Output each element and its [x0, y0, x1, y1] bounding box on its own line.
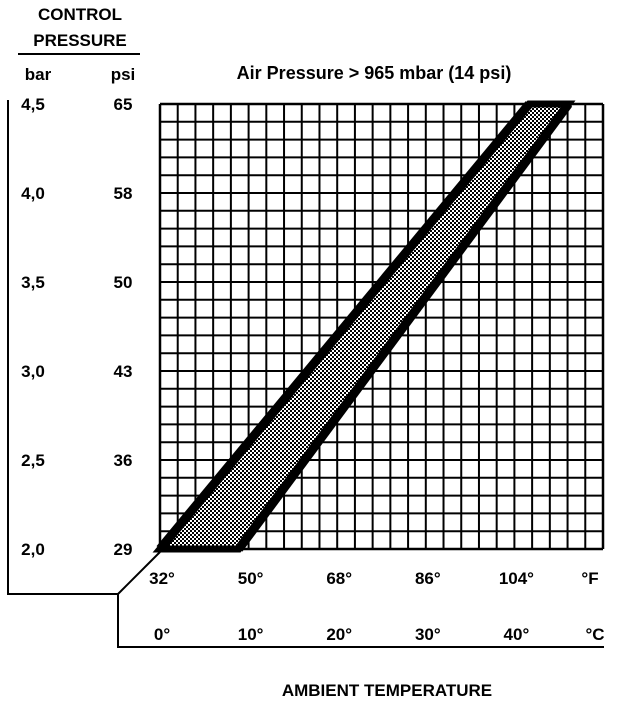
y-ticks: 2,0 29 2,5 36 3,0 43 3,5 50 4,0 58 4,5 65 [21, 95, 132, 559]
x-tick-f: 86° [415, 569, 441, 588]
y-tick-bar: 2,5 [21, 451, 45, 470]
x-tick-c: 40° [504, 625, 530, 644]
y-unit-psi: psi [111, 65, 136, 84]
y-tick-bar: 2,0 [21, 540, 45, 559]
chart-title: Air Pressure > 965 mbar (14 psi) [237, 63, 512, 83]
axis-diagonal [117, 551, 161, 595]
x-tick-f: 104° [499, 569, 534, 588]
band-upper-edge [235, 101, 573, 552]
y-tick-psi: 65 [114, 95, 133, 114]
x-ticks: 32° 50° 68° 86° 104° 0° 10° 20° 30° 40° [149, 569, 534, 644]
x-tick-c: 30° [415, 625, 441, 644]
celsius-frame [117, 594, 604, 648]
axis-frame [7, 100, 118, 595]
y-tick-psi: 36 [114, 451, 133, 470]
band-lower-edge [156, 101, 533, 552]
x-axis-label: AMBIENT TEMPERATURE [282, 681, 492, 700]
grid [158, 102, 605, 551]
operating-band [152, 100, 576, 553]
x-tick-f: 50° [238, 569, 264, 588]
x-unit-c: °C [585, 625, 604, 644]
y-tick-bar: 4,0 [21, 184, 45, 203]
y-tick-psi: 29 [114, 540, 133, 559]
x-tick-f: 32° [149, 569, 175, 588]
band-layer [152, 100, 576, 553]
y-heading-line1: CONTROL [38, 5, 122, 24]
y-tick-psi: 50 [114, 273, 133, 292]
y-tick-bar: 3,0 [21, 362, 45, 381]
y-tick-psi: 43 [114, 362, 133, 381]
y-tick-bar: 3,5 [21, 273, 45, 292]
y-tick-psi: 58 [114, 184, 133, 203]
x-tick-c: 0° [154, 625, 170, 644]
x-unit-f: °F [581, 569, 598, 588]
x-tick-c: 10° [238, 625, 264, 644]
x-tick-c: 20° [326, 625, 352, 644]
y-tick-bar: 4,5 [21, 95, 45, 114]
x-tick-f: 68° [326, 569, 352, 588]
y-heading-line2: PRESSURE [33, 31, 127, 50]
y-unit-bar: bar [25, 65, 52, 84]
